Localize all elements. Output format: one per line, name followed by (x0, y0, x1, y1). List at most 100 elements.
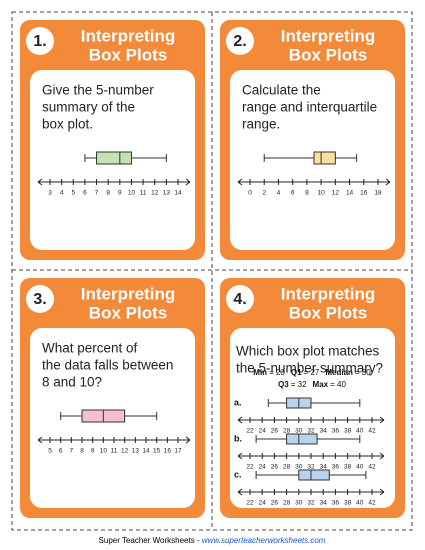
question: the data falls between (42, 358, 173, 373)
question: range and interquartile (242, 100, 377, 115)
tick-label: 36 (332, 464, 340, 471)
tick-label: 30 (295, 500, 303, 507)
tick-label: 4 (277, 190, 281, 197)
arrow (237, 488, 385, 496)
tick-label: 22 (246, 464, 254, 471)
summary-label: Min (253, 368, 267, 377)
arrow (237, 416, 385, 424)
tick-label: 32 (307, 500, 315, 507)
tick-label: 11 (111, 448, 118, 455)
tick-label: 24 (259, 500, 267, 507)
tick-label: 12 (151, 190, 159, 197)
number-badge (26, 285, 54, 313)
tick-label: 9 (118, 190, 122, 197)
card-title: Interpreting (281, 284, 375, 303)
tick-label: 16 (360, 190, 368, 197)
tick-label: 40 (356, 500, 364, 507)
summary-label: Max (313, 380, 329, 389)
summary-value: = 23 (269, 368, 285, 377)
tick-label: 5 (71, 190, 75, 197)
tick-label: 24 (259, 428, 267, 435)
tick-label: 22 (246, 500, 254, 507)
box (286, 433, 318, 445)
tick-label: 36 (332, 428, 340, 435)
card-title: Interpreting (81, 284, 175, 303)
footer-link[interactable]: www.superteacherworksheets.com (202, 536, 326, 545)
summary-label: Median (325, 368, 353, 377)
tick-label: 32 (307, 428, 315, 435)
tick-label: 42 (368, 464, 376, 471)
question: box plot. (42, 117, 93, 132)
arrow (237, 452, 385, 460)
tick-label: 24 (259, 464, 267, 471)
tick-label: 9 (91, 448, 95, 455)
tick-label: 12 (332, 190, 340, 197)
question: range. (242, 117, 280, 132)
arrow (237, 178, 391, 186)
tick-label: 17 (174, 448, 182, 455)
card-body (230, 328, 395, 508)
card-number: 2. (233, 33, 246, 50)
tick-label: 14 (346, 190, 354, 197)
question: the 5-number summary? (236, 361, 383, 376)
tick-label: 28 (283, 464, 291, 471)
summary-value: = 32 (291, 380, 307, 389)
card-number: 3. (33, 291, 46, 308)
tick-label: 6 (83, 190, 87, 197)
box (298, 469, 330, 481)
tick-label: 36 (332, 500, 340, 507)
option-label: a. (234, 397, 242, 407)
card-title: Box Plots (89, 303, 167, 322)
summary-value: = 40 (330, 380, 346, 389)
tick-label: 26 (271, 428, 279, 435)
tick-label: 15 (153, 448, 161, 455)
tick-label: 34 (320, 500, 328, 507)
tick-label: 26 (271, 500, 279, 507)
tick-label: 3 (48, 190, 52, 197)
tick-label: 28 (283, 500, 291, 507)
footer-text: Super Teacher Worksheets - (99, 536, 202, 545)
number-badge (226, 285, 254, 313)
tick-label: 26 (271, 464, 279, 471)
tick-label: 28 (283, 428, 291, 435)
tick-label: 7 (95, 190, 99, 197)
summary-value: = 30 (355, 368, 371, 377)
tick-label: 10 (128, 190, 136, 197)
tick-label: 6 (59, 448, 63, 455)
tick-label: 13 (132, 448, 140, 455)
tick-label: 4 (60, 190, 64, 197)
card-title: Interpreting (281, 26, 375, 45)
question: What percent of (42, 341, 138, 356)
tick-label: 8 (106, 190, 110, 197)
tick-label: 7 (70, 448, 74, 455)
tick-label: 38 (344, 464, 352, 471)
tick-label: 42 (368, 500, 376, 507)
tick-label: 0 (248, 190, 252, 197)
tick-label: 8 (305, 190, 309, 197)
tick-label: 6 (291, 190, 295, 197)
tick-label: 34 (320, 428, 328, 435)
arrow (37, 436, 191, 444)
question: summary of the (42, 100, 135, 115)
tick-label: 2 (262, 190, 266, 197)
number-badge (226, 27, 254, 55)
tick-label: 32 (307, 464, 315, 471)
footer: Super Teacher Worksheets - www.superteac… (99, 536, 326, 545)
tick-label: 10 (317, 190, 325, 197)
tick-label: 16 (164, 448, 172, 455)
card-number: 4. (233, 291, 246, 308)
tick-label: 38 (344, 500, 352, 507)
tick-label: 14 (142, 448, 150, 455)
tick-label: 8 (80, 448, 84, 455)
tick-label: 5 (48, 448, 52, 455)
summary-label: Q1 (291, 368, 302, 377)
tick-label: 42 (368, 428, 376, 435)
tick-label: 12 (121, 448, 129, 455)
box (313, 151, 336, 165)
question: 8 and 10? (42, 375, 102, 390)
tick-label: 10 (100, 448, 108, 455)
card-body (230, 70, 395, 250)
option-label: c. (234, 469, 242, 479)
tick-label: 40 (356, 464, 364, 471)
tick-label: 13 (163, 190, 171, 197)
